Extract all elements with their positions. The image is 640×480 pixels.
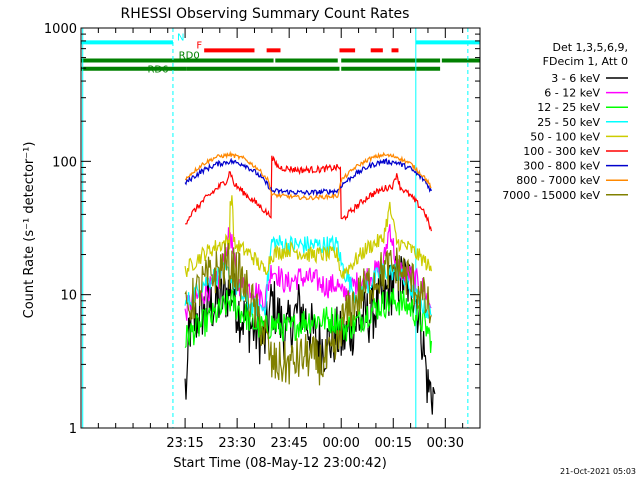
timestamp: 21-Oct-2021 05:03: [560, 467, 636, 476]
legend-entry-label: 6 - 12 keV: [544, 87, 600, 100]
legend-header-line-1: Det 1,3,5,6,9,: [552, 41, 628, 54]
series-line: [184, 195, 432, 280]
flag-label-rd0: RD0: [179, 51, 200, 62]
series-line: [184, 242, 432, 386]
x-tick-label: 00:00: [322, 436, 359, 451]
legend-entry-label: 3 - 6 keV: [551, 72, 600, 85]
x-tick-label: 23:30: [218, 436, 255, 451]
plot-frame: [80, 27, 481, 429]
flag-label-n: N: [177, 32, 184, 43]
series-line: [184, 288, 432, 353]
series-lines: [184, 150, 436, 415]
y-tick-label: 1000: [44, 22, 77, 37]
x-axis: 23:15 23:30 23:45 00:00 00:15 00:30: [97, 28, 481, 451]
legend-entry-label: 7000 - 15000 keV: [502, 189, 600, 202]
series-line: [184, 157, 432, 198]
series-line: [185, 155, 432, 232]
legend-entry-label: 300 - 800 keV: [523, 160, 600, 173]
flag-label-f: F: [196, 40, 202, 51]
series-line: [184, 224, 432, 321]
y-tick-label: 100: [52, 155, 77, 170]
y-axis-label: Count Rate (s⁻¹ detector⁻¹): [22, 142, 37, 319]
chart-title: RHESSI Observing Summary Count Rates: [121, 6, 410, 22]
legend-entry-label: 12 - 25 keV: [537, 101, 600, 114]
saa-lines: [82, 28, 469, 428]
series-line: [184, 150, 432, 201]
x-tick-label: 23:15: [166, 436, 203, 451]
x-tick-label: 00:30: [427, 436, 464, 451]
legend-entry-label: 50 - 100 keV: [530, 130, 600, 143]
y-axis: 1 10 100 1000: [44, 22, 480, 437]
legend-entry-label: 800 - 7000 keV: [516, 174, 600, 187]
x-tick-label: 23:45: [270, 436, 307, 451]
x-tick-label: 00:15: [375, 436, 412, 451]
legend-header-line-2: FDecim 1, Att 0: [543, 55, 628, 68]
legend-entry-label: 100 - 300 keV: [523, 145, 600, 158]
x-axis-label: Start Time (08-May-12 23:00:42): [173, 456, 387, 471]
legend-entry-label: 25 - 50 keV: [537, 116, 600, 129]
flag-label-rd6: RD6: [147, 65, 168, 76]
y-tick-label: 10: [60, 289, 77, 304]
y-tick-label: 1: [69, 422, 77, 437]
